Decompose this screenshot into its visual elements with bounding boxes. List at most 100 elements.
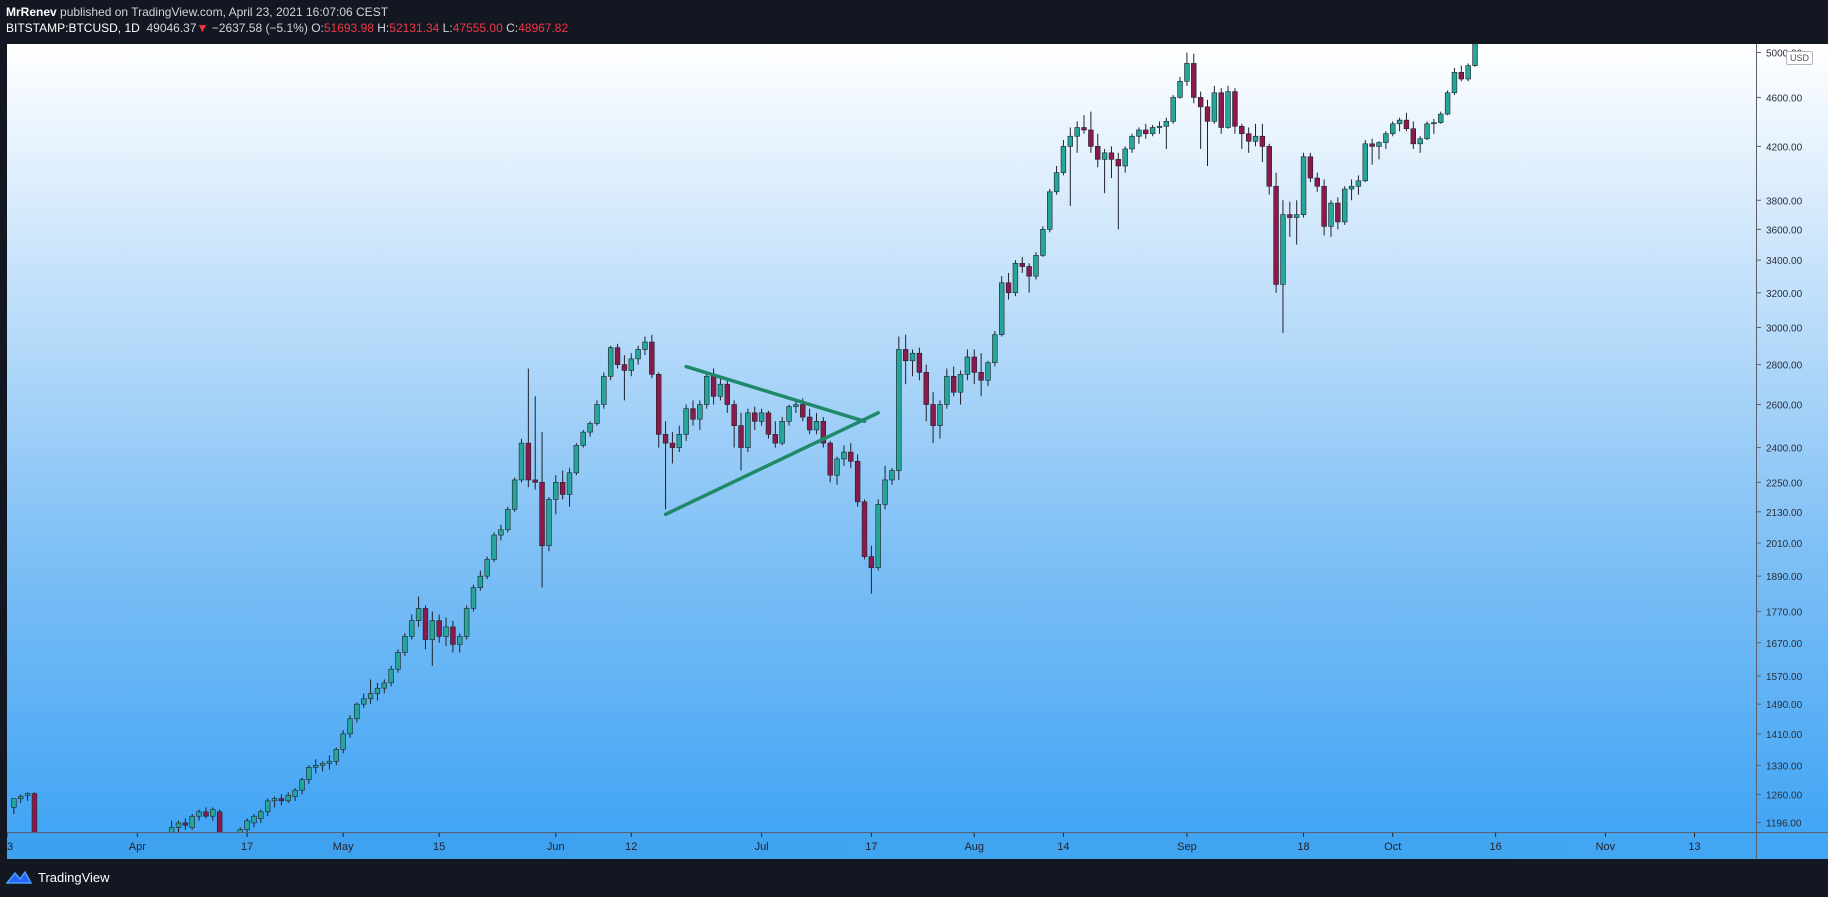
candle-body-down: [1081, 127, 1087, 131]
candle-body-down: [772, 434, 779, 444]
candle: [1177, 76, 1183, 99]
candle-body-up: [1348, 185, 1355, 190]
candle: [450, 620, 456, 653]
high-value: 52131.34: [389, 21, 440, 35]
candle: [1143, 123, 1149, 139]
candle: [758, 408, 765, 426]
candle-body-up: [834, 458, 840, 476]
candle-body-down: [1335, 202, 1341, 223]
candle-body-down: [532, 479, 538, 483]
candle-body-up: [326, 760, 333, 764]
candle-body-up: [1252, 135, 1259, 142]
candle-body-up: [18, 796, 24, 799]
candle-body-up: [306, 767, 312, 780]
candle-body-up: [415, 608, 422, 621]
candle: [436, 614, 442, 643]
candle-body-down: [800, 404, 806, 418]
chart-pane[interactable]: [7, 44, 1756, 832]
candle-body-up: [704, 375, 710, 405]
candle-body-up: [1362, 143, 1368, 182]
time-axis[interactable]: 13 Apr 17 May 15 Jun 12 Jul 17 Aug 14 Sep 18 Oct 16 Nov…: [1, 832, 1756, 859]
candle-body-down: [806, 416, 813, 431]
candle: [745, 408, 751, 453]
symbol-info: BITSTAMP:BTCUSD, 1D 49046.37▼ −2637.58 (…: [6, 21, 568, 36]
candle: [1019, 256, 1025, 273]
candle: [312, 759, 319, 774]
candle: [607, 345, 614, 381]
candle: [196, 809, 202, 821]
candle: [944, 368, 950, 409]
candle: [1191, 53, 1197, 104]
candle-body-up: [1074, 127, 1080, 137]
tradingview-logo-icon[interactable]: [6, 869, 32, 885]
candle: [1211, 85, 1218, 124]
candle-body-up: [319, 762, 326, 766]
price-tick-label: 2800.00: [1766, 361, 1803, 372]
candle: [415, 596, 422, 627]
candle-body-up: [1211, 92, 1218, 122]
candle-body-up: [1472, 44, 1478, 66]
candle: [896, 336, 902, 480]
candle-body-up: [210, 809, 216, 817]
candle-body-up: [1040, 229, 1046, 256]
price-tick-label: 3600.00: [1766, 225, 1803, 236]
candle: [1184, 52, 1190, 86]
candle-body-up: [909, 352, 916, 362]
candle-body-down: [1026, 266, 1032, 277]
candle: [1053, 165, 1060, 195]
candle-body-down: [669, 442, 676, 448]
brand-name[interactable]: TradingView: [38, 869, 110, 885]
down-arrow-icon: ▼: [196, 21, 209, 35]
time-tick-label: Aug: [964, 841, 984, 853]
candle: [264, 798, 271, 817]
open-label: O:: [311, 21, 324, 35]
candle: [518, 438, 525, 483]
candle-body-up: [395, 652, 401, 670]
candle-body-down: [724, 383, 731, 405]
candle: [1163, 117, 1170, 149]
candle: [367, 679, 374, 705]
candle-body-up: [271, 798, 278, 802]
candle: [553, 475, 559, 515]
candle: [11, 798, 17, 814]
candle-body-up: [189, 815, 195, 828]
candle-body-down: [765, 412, 772, 435]
candle-body-up: [491, 534, 497, 560]
price-axis[interactable]: 5000.00 4600.00 4200.00 3800.00 3600.00 3400.…: [1756, 44, 1828, 832]
close-value: 48967.82: [518, 21, 569, 35]
candlestick-chart[interactable]: [7, 44, 1756, 832]
candle-body-up: [607, 347, 614, 377]
candle-body-up: [813, 421, 820, 431]
candle: [24, 792, 31, 801]
price-tick-label: 3200.00: [1766, 289, 1803, 300]
candle: [409, 614, 415, 640]
candle-body-up: [312, 765, 319, 768]
candle-body-down: [854, 460, 861, 503]
candle: [902, 334, 909, 385]
candle-body-down: [1143, 129, 1149, 135]
candle: [319, 761, 326, 772]
candle: [1170, 95, 1176, 124]
last-price: 49046.37: [146, 21, 197, 35]
candle: [1067, 127, 1074, 206]
candle: [889, 468, 895, 485]
candle-body-up: [944, 375, 950, 405]
candle-body-up: [566, 472, 573, 495]
symbol-label[interactable]: BITSTAMP:BTCUSD, 1D: [6, 21, 140, 35]
candle: [1088, 111, 1094, 153]
currency-badge[interactable]: USD: [1786, 51, 1814, 65]
candle: [306, 765, 312, 784]
candle-body-up: [1101, 152, 1108, 160]
time-axis-labels: 13 Apr 17 May 15 Jun 12 Jul 17 Aug 14 Sep 18 Oct 16 Nov…: [1, 833, 1701, 853]
candle-body-down: [1410, 128, 1417, 145]
author-name[interactable]: MrRenev: [6, 5, 57, 19]
candle-body-down: [923, 372, 929, 405]
candle: [1095, 133, 1101, 168]
candle-body-up: [1047, 191, 1053, 230]
candle-body-up: [361, 698, 367, 705]
price-tick-label: 1770.00: [1766, 607, 1803, 618]
candle-body-up: [697, 404, 703, 420]
candle: [662, 421, 669, 510]
candle-body-down: [1403, 119, 1410, 130]
candle-body-down: [1259, 135, 1266, 147]
